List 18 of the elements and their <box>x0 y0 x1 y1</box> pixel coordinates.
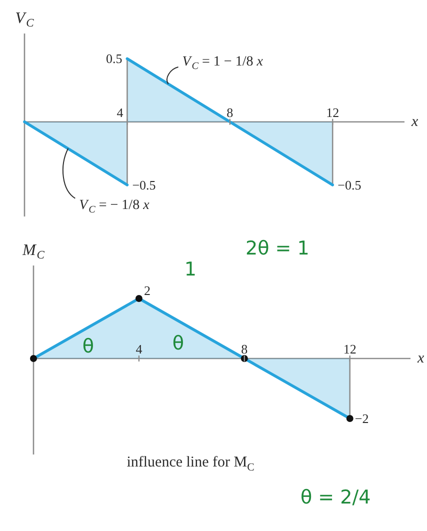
data-label: −0.5 <box>132 177 156 192</box>
x-tick-label: 4 <box>116 104 124 120</box>
text: θ = 2/4 <box>300 486 371 508</box>
text: 2θ = 1 <box>246 238 310 260</box>
x-axis-title: x <box>416 350 424 366</box>
data-label: −0.5 <box>338 177 362 192</box>
data-label: 0.5 <box>106 51 122 66</box>
x-axis-title: x <box>410 114 418 130</box>
x-tick-label: 8 <box>241 342 248 356</box>
annotation: 1 <box>184 258 197 280</box>
annotation: θ <box>82 336 94 358</box>
x-tick-label: 12 <box>343 342 356 356</box>
x-tick-label: 8 <box>226 104 234 120</box>
x-tick-label: 12 <box>326 104 340 120</box>
annotation: θ <box>172 332 184 354</box>
data-label: −2 <box>354 411 369 426</box>
data-label: 2 <box>144 283 150 298</box>
x-tick-label: 4 <box>136 342 143 356</box>
